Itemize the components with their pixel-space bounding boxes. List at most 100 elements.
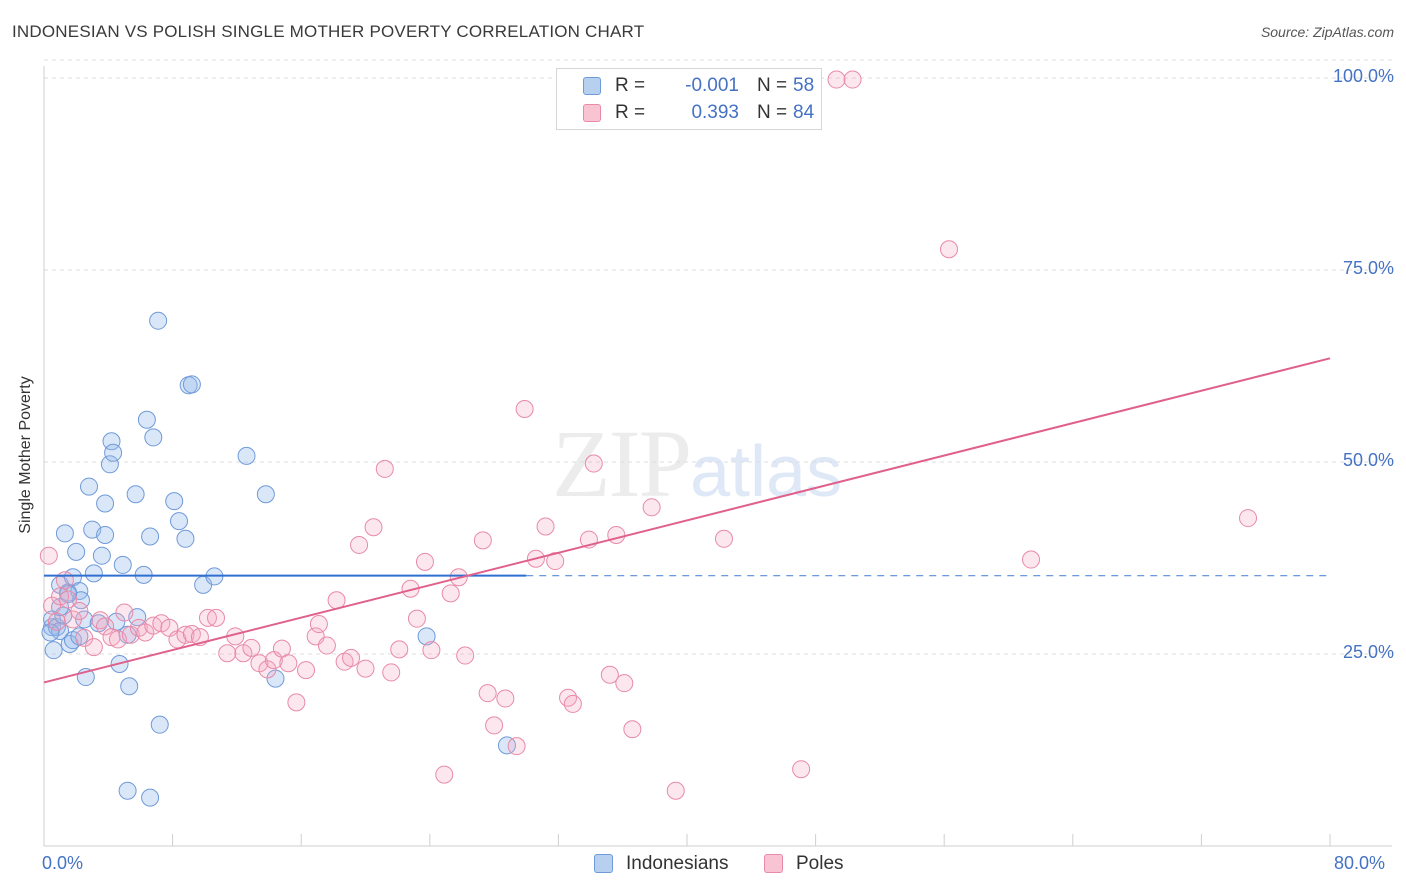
indonesians-point bbox=[100, 455, 119, 474]
poles-point bbox=[600, 665, 619, 684]
poles-point bbox=[75, 628, 94, 647]
poles-point bbox=[827, 70, 846, 89]
poles-point bbox=[536, 517, 555, 536]
indonesians-point bbox=[96, 525, 115, 544]
poles-point bbox=[382, 663, 401, 682]
indonesians-point bbox=[176, 529, 195, 548]
poles-point bbox=[356, 659, 375, 678]
x-tick-label-max: 80.0% bbox=[1334, 853, 1386, 873]
legend-n-label: N = bbox=[757, 102, 788, 123]
poles-point bbox=[559, 688, 578, 707]
legend-n-label: N = bbox=[757, 75, 788, 96]
poles-point bbox=[258, 660, 277, 679]
chart-title: INDONESIAN VS POLISH SINGLE MOTHER POVER… bbox=[12, 22, 645, 41]
indonesians-point bbox=[165, 492, 184, 511]
poles-point bbox=[435, 765, 454, 784]
poles-point bbox=[563, 694, 582, 713]
poles-point bbox=[714, 529, 733, 548]
legend-r-value: -0.001 bbox=[685, 75, 739, 96]
indonesians-point bbox=[84, 564, 103, 583]
legend-r-label: R = bbox=[615, 102, 646, 123]
poles-point bbox=[375, 459, 394, 478]
y-axis-label: Single Mother Poverty bbox=[17, 376, 34, 534]
poles-point bbox=[1022, 550, 1041, 569]
poles-point bbox=[473, 531, 492, 550]
poles-point bbox=[176, 625, 195, 644]
indonesians-point bbox=[96, 494, 115, 513]
legend-swatch-indonesians bbox=[583, 77, 601, 95]
indonesians-point bbox=[141, 788, 160, 807]
poles-point bbox=[115, 603, 134, 622]
poles-point bbox=[607, 525, 626, 544]
indonesians-point bbox=[137, 410, 156, 429]
poles-point bbox=[59, 590, 78, 609]
poles-point bbox=[297, 661, 316, 680]
poles-trend-line bbox=[43, 357, 1331, 684]
poles-point bbox=[623, 720, 642, 739]
indonesians-point bbox=[126, 485, 145, 504]
indonesians-point bbox=[497, 736, 516, 755]
poles-point bbox=[642, 498, 661, 517]
poles-point bbox=[422, 641, 441, 660]
source-label: Source: ZipAtlas.com bbox=[1260, 24, 1394, 40]
indonesians-point bbox=[92, 546, 111, 565]
indonesians-point bbox=[256, 485, 275, 504]
poles-point bbox=[242, 638, 261, 657]
y-tick-label: 50.0% bbox=[1342, 450, 1394, 470]
indonesians-point bbox=[104, 443, 123, 462]
indonesians-point bbox=[67, 542, 86, 561]
indonesians-point bbox=[149, 311, 168, 330]
bottom-legend-label-poles: Poles bbox=[796, 853, 844, 874]
poles-point bbox=[55, 571, 74, 590]
poles-point bbox=[507, 737, 526, 756]
legend-row-indonesians: R = -0.001 N = 58 bbox=[579, 73, 819, 99]
poles-point bbox=[350, 535, 369, 554]
poles-point bbox=[309, 615, 328, 634]
bottom-legend-swatch-indonesians bbox=[594, 854, 613, 873]
poles-point bbox=[342, 648, 361, 667]
poles-point bbox=[456, 646, 475, 665]
poles-point bbox=[317, 636, 336, 655]
poles-points bbox=[39, 70, 1258, 800]
poles-point bbox=[390, 640, 409, 659]
poles-point bbox=[91, 611, 110, 630]
poles-point bbox=[47, 612, 66, 631]
poles-point bbox=[39, 546, 58, 565]
indonesians-point bbox=[237, 446, 256, 465]
indonesians-point bbox=[44, 641, 63, 660]
x-tick-label-min: 0.0% bbox=[42, 853, 84, 873]
poles-point bbox=[584, 454, 603, 473]
poles-point bbox=[1239, 509, 1258, 528]
indonesians-point bbox=[80, 477, 99, 496]
y-tick-label: 100.0% bbox=[1332, 66, 1394, 86]
y-tick-label: 75.0% bbox=[1342, 258, 1394, 278]
poles-point bbox=[478, 684, 497, 703]
poles-point bbox=[279, 654, 298, 673]
watermark-atlas: atlas bbox=[690, 432, 843, 512]
grid-layer bbox=[44, 59, 1392, 655]
trend-lines bbox=[43, 357, 1331, 684]
poles-point bbox=[287, 693, 306, 712]
legend-row-poles: R = 0.393 N = 84 bbox=[579, 100, 819, 126]
watermark-zip: ZIP bbox=[552, 410, 692, 517]
indonesians-point bbox=[113, 555, 132, 574]
indonesians-point bbox=[150, 715, 169, 734]
indonesians-point bbox=[55, 524, 74, 543]
indonesians-point bbox=[182, 375, 201, 394]
y-tick-label: 25.0% bbox=[1342, 642, 1394, 662]
indonesians-points bbox=[41, 311, 516, 807]
indonesians-point bbox=[118, 781, 137, 800]
indonesians-point bbox=[102, 432, 121, 451]
poles-point bbox=[218, 644, 237, 663]
poles-point bbox=[364, 518, 383, 537]
poles-point bbox=[96, 617, 115, 636]
poles-point bbox=[129, 618, 148, 637]
poles-point bbox=[407, 609, 426, 628]
legend-r-label: R = bbox=[615, 75, 646, 96]
correlation-legend: R = -0.001 N = 58 R = 0.393 N = 84 bbox=[556, 68, 822, 130]
poles-point bbox=[615, 674, 634, 693]
indonesians-point bbox=[144, 428, 163, 447]
indonesians-point bbox=[120, 677, 139, 696]
poles-point bbox=[515, 400, 534, 419]
